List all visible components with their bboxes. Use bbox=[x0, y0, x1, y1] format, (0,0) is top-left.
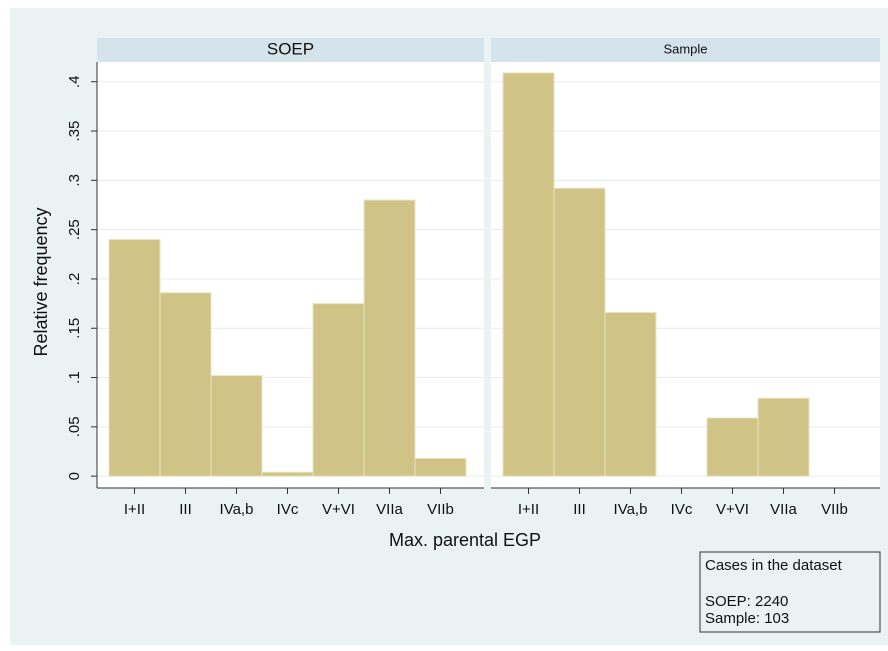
bar bbox=[363, 199, 416, 477]
bar bbox=[261, 471, 314, 477]
x-tick-label: VIIa bbox=[770, 501, 797, 518]
y-tick-label: .1 bbox=[66, 371, 83, 384]
x-tick-label: III bbox=[573, 501, 586, 518]
bar bbox=[108, 239, 161, 477]
x-tick-label: IVa,b bbox=[614, 501, 648, 518]
x-tick-label: VIIb bbox=[427, 501, 454, 518]
x-tick-label: I+II bbox=[124, 501, 145, 518]
y-tick-label: .4 bbox=[66, 75, 83, 88]
bar bbox=[757, 397, 810, 477]
y-tick-label: .2 bbox=[66, 273, 83, 286]
y-tick-label: .05 bbox=[66, 416, 83, 437]
panel-header bbox=[491, 38, 880, 62]
bar bbox=[159, 292, 212, 477]
note-title: Cases in the dataset bbox=[705, 557, 843, 574]
note-line: SOEP: 2240 bbox=[705, 593, 788, 610]
bar bbox=[553, 187, 606, 477]
x-tick-label: VIIb bbox=[821, 501, 848, 518]
y-tick-label: 0 bbox=[66, 472, 83, 480]
panel-title: Sample bbox=[663, 41, 707, 56]
y-tick-label: .35 bbox=[66, 121, 83, 142]
bar bbox=[414, 457, 467, 477]
x-tick-label: VIIa bbox=[376, 501, 403, 518]
x-axis-label: Max. parental EGP bbox=[389, 530, 541, 550]
panel-header bbox=[97, 38, 484, 62]
panel-title: SOEP bbox=[267, 39, 314, 58]
note-box bbox=[699, 551, 881, 633]
note-line: Sample: 103 bbox=[705, 610, 789, 627]
y-tick-label: .25 bbox=[66, 219, 83, 240]
x-tick-label: I+II bbox=[518, 501, 539, 518]
x-tick-label: V+VI bbox=[716, 501, 749, 518]
x-tick-label: IVc bbox=[277, 501, 299, 518]
x-tick-label: V+VI bbox=[322, 501, 355, 518]
x-tick-label: IVc bbox=[671, 501, 693, 518]
y-tick-label: .3 bbox=[66, 174, 83, 187]
bar bbox=[706, 417, 759, 477]
bar bbox=[312, 303, 365, 477]
x-tick-label: III bbox=[179, 501, 192, 518]
y-tick-label: .15 bbox=[66, 318, 83, 339]
bar bbox=[502, 72, 555, 477]
bar bbox=[604, 311, 657, 477]
bar bbox=[210, 375, 263, 477]
x-tick-label: IVa,b bbox=[220, 501, 254, 518]
y-axis-label: Relative frequency bbox=[31, 207, 51, 356]
